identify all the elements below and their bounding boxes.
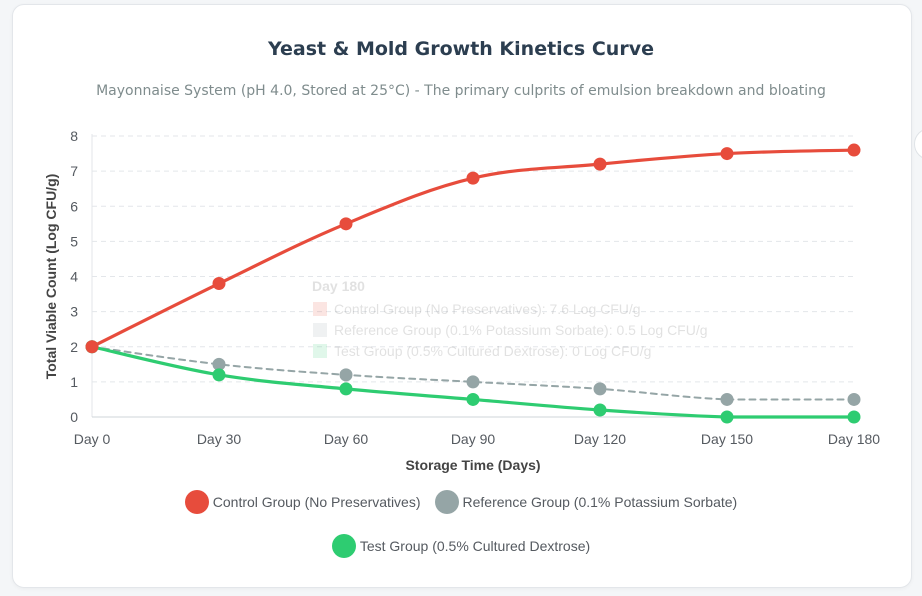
- legend-marker: [331, 534, 356, 558]
- data-point: [212, 357, 226, 371]
- data-point: [339, 368, 353, 382]
- data-point: [212, 368, 226, 382]
- tooltip: Day 180 Control Group (No Preservatives)…: [306, 278, 726, 361]
- data-point: [593, 403, 607, 417]
- chart-legend: Control Group (No Preservatives) Referen…: [0, 490, 922, 558]
- x-tick-labels: Day 0 Day 30 Day 60 Day 90 Day 120 Day 150 Day…: [74, 431, 881, 447]
- data-point: [720, 147, 734, 161]
- data-point: [339, 217, 353, 231]
- tooltip-row: Reference Group (0.1% Potassium Sorbate)…: [306, 319, 726, 340]
- data-point: [847, 410, 861, 424]
- legend-marker: [184, 490, 209, 514]
- y-tick-label: 6: [70, 198, 78, 214]
- data-point: [466, 375, 480, 389]
- y-tick-label: 7: [70, 163, 78, 179]
- data-point: [720, 410, 734, 424]
- data-point: [466, 392, 480, 406]
- y-tick-label: 1: [70, 374, 78, 390]
- x-tick-label: Day 60: [324, 431, 369, 447]
- y-tick-label: 8: [70, 128, 78, 144]
- tooltip-swatch: [312, 321, 328, 338]
- legend-item-control[interactable]: Control Group (No Preservatives): [184, 490, 421, 514]
- y-axis-title: Total Viable Count (Log CFU/g): [43, 174, 59, 380]
- tooltip-row: Test Group (0.5% Cultured Dextrose): 0 L…: [306, 340, 726, 361]
- tooltip-swatch: [312, 342, 328, 359]
- legend-label: Test Group (0.5% Cultured Dextrose): [359, 538, 591, 554]
- x-tick-label: Day 30: [197, 431, 242, 447]
- data-point: [466, 171, 480, 185]
- chart-svg: 0 1 2 3 4 5 6 7 8 Day 0 Day 30 Day 60 Day 90 Day 120…: [43, 128, 881, 473]
- legend-marker: [434, 490, 459, 514]
- series-points: [85, 143, 861, 424]
- y-tick-labels: 0 1 2 3 4 5 6 7 8: [70, 128, 78, 425]
- data-point: [593, 157, 607, 171]
- chart-subtitle: Mayonnaise System (pH 4.0, Stored at 25°…: [96, 83, 826, 99]
- legend-label: Reference Group (0.1% Potassium Sorbate): [462, 494, 738, 510]
- tooltip-row-text: Test Group (0.5% Cultured Dextrose): 0 L…: [334, 342, 652, 359]
- tooltip-swatch: [312, 300, 328, 317]
- data-point: [847, 143, 861, 157]
- grid-lines: [92, 135, 854, 383]
- data-point: [339, 382, 353, 396]
- x-tick-label: Day 180: [828, 431, 880, 447]
- data-point: [593, 382, 607, 396]
- legend-item-reference[interactable]: Reference Group (0.1% Potassium Sorbate): [434, 490, 738, 514]
- data-point: [720, 392, 734, 406]
- data-point: [212, 277, 226, 291]
- y-tick-label: 0: [70, 409, 78, 425]
- x-tick-label: Day 120: [574, 431, 626, 447]
- tooltip-row-text: Control Group (No Preservatives): 7.6 Lo…: [334, 300, 641, 317]
- chart-card: [12, 4, 912, 588]
- y-tick-label: 3: [70, 304, 78, 320]
- tooltip-title: Day 180: [312, 278, 365, 294]
- x-tick-label: Day 150: [701, 431, 753, 447]
- data-point: [847, 392, 861, 406]
- tooltip-row: Control Group (No Preservatives): 7.6 Lo…: [306, 298, 726, 319]
- x-tick-label: Day 90: [451, 431, 496, 447]
- data-point: [85, 340, 99, 354]
- y-tick-label: 5: [70, 233, 78, 249]
- legend-item-test[interactable]: Test Group (0.5% Cultured Dextrose): [331, 534, 591, 558]
- x-axis-title: Storage Time (Days): [405, 457, 540, 473]
- y-tick-label: 2: [70, 339, 78, 355]
- tooltip-row-text: Reference Group (0.1% Potassium Sorbate)…: [334, 321, 708, 338]
- x-tick-label: Day 0: [74, 431, 111, 447]
- y-tick-label: 4: [70, 269, 78, 285]
- chart-title: Yeast & Mold Growth Kinetics Curve: [268, 38, 654, 60]
- legend-label: Control Group (No Preservatives): [212, 494, 421, 510]
